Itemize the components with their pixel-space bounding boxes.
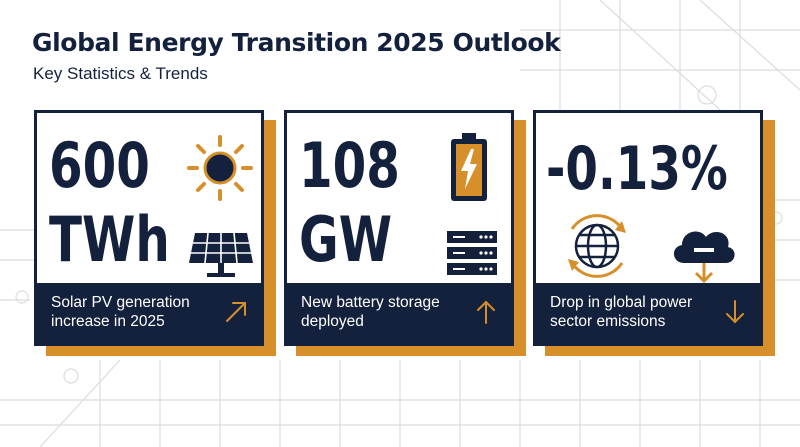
- stat-description: Drop in global power sector emissions: [536, 283, 760, 343]
- globe-cycle-icon: [568, 214, 626, 278]
- stat-description-text: New battery storage deployed: [301, 294, 440, 330]
- sun-icon: [187, 135, 253, 201]
- solar-panel-icon: [189, 232, 253, 277]
- arrow-down-icon: [726, 300, 744, 324]
- card-body: 108 GW New battery storage deployed: [284, 110, 514, 346]
- card-body: -0.13% Drop in global power sector emiss…: [533, 110, 763, 346]
- arrow-up-icon: [477, 300, 495, 324]
- stat-description: New battery storage deployed: [287, 283, 511, 343]
- stat-description: Solar PV generation increase in 2025: [37, 283, 261, 343]
- cloud-download-icon: [673, 231, 735, 284]
- stat-unit: TWh: [49, 203, 170, 276]
- server-rack-icon: [447, 231, 497, 275]
- arrow-up-right-icon: [226, 302, 246, 322]
- stat-unit: GW: [299, 203, 393, 276]
- stat-description-text: Solar PV generation increase in 2025: [51, 294, 190, 330]
- card-body: 600 TWh Solar PV generation increase in …: [34, 110, 264, 346]
- battery-charging-icon: [451, 133, 487, 201]
- stat-value: 108: [299, 129, 400, 202]
- stat-value: 600: [49, 129, 150, 202]
- stat-card-solar: 600 TWh Solar PV generation increase in …: [34, 110, 276, 356]
- stat-value: -0.13%: [546, 134, 728, 204]
- stat-card-emissions: -0.13% Drop in global power sector emiss…: [533, 110, 775, 356]
- stat-card-battery: 108 GW New battery storage deployed: [284, 110, 526, 356]
- stat-description-text: Drop in global power sector emissions: [550, 294, 693, 330]
- page-title: Global Energy Transition 2025 Outlook: [32, 28, 561, 57]
- page-subtitle: Key Statistics & Trends: [33, 64, 208, 83]
